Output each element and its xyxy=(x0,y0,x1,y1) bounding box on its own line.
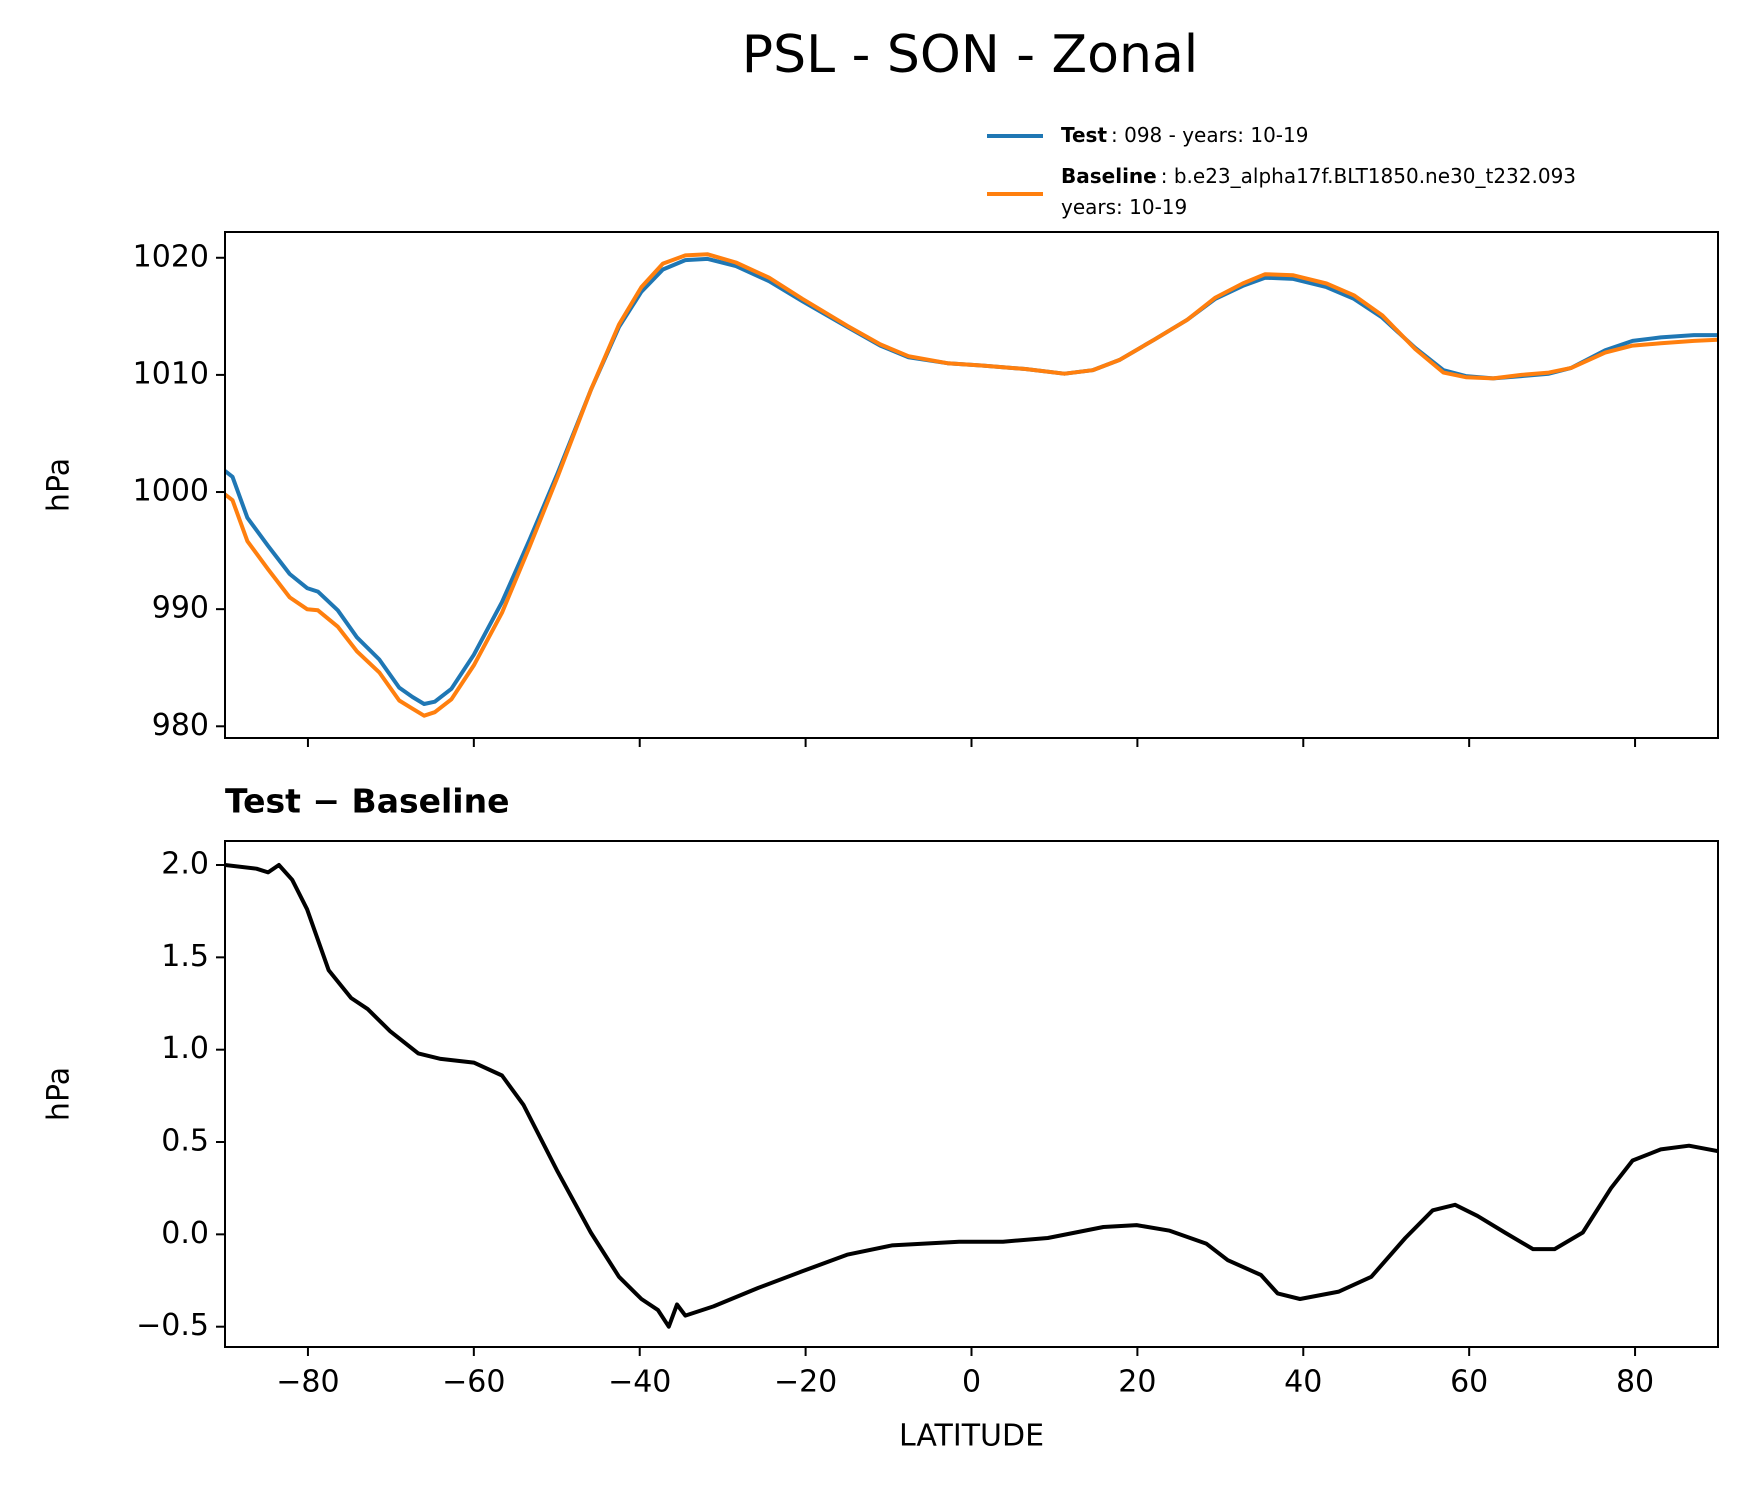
x-tick-label: −20 xyxy=(774,1365,837,1400)
x-tick-label: −60 xyxy=(442,1365,505,1400)
y-tick-label: 980 xyxy=(152,708,209,743)
x-tick-label: 80 xyxy=(1616,1365,1654,1400)
data-line xyxy=(225,863,1718,1329)
y-tick-label: 0.0 xyxy=(161,1216,209,1251)
y-tick-label: −0.5 xyxy=(136,1308,209,1343)
y-axis-label: hPa xyxy=(42,458,77,512)
y-tick-label: 1010 xyxy=(133,356,209,391)
legend-text: : b.e23_alpha17f.BLT1850.ne30_t232.093 xyxy=(1161,164,1576,188)
axes-frame xyxy=(224,840,1719,1348)
x-tick-label: −80 xyxy=(276,1365,339,1400)
legend-text: years: 10-19 xyxy=(1061,195,1187,219)
legend-label: Test: 098 - years: 10-19 xyxy=(1061,123,1308,147)
figure-title: PSL - SON - Zonal xyxy=(742,25,1199,85)
x-tick-label: 40 xyxy=(1284,1365,1322,1400)
axes-title: Test − Baseline xyxy=(225,782,510,821)
x-axis-label: LATITUDE xyxy=(899,1419,1044,1454)
data-line xyxy=(225,252,1718,718)
y-tick-label: 1000 xyxy=(133,474,209,509)
legend-text: : 098 - years: 10-19 xyxy=(1111,123,1308,147)
y-tick-label: 0.5 xyxy=(161,1124,209,1159)
y-tick-label: 1020 xyxy=(133,239,209,274)
x-tick-label: −40 xyxy=(608,1365,671,1400)
axes-frame xyxy=(224,231,1719,739)
x-tick-label: 20 xyxy=(1118,1365,1156,1400)
x-tick-label: 0 xyxy=(962,1365,981,1400)
y-tick-label: 1.5 xyxy=(161,939,209,974)
legend-label: Baseline: b.e23_alpha17f.BLT1850.ne30_t2… xyxy=(1061,164,1576,188)
x-tick-label: 60 xyxy=(1450,1365,1488,1400)
legend-name: Baseline xyxy=(1061,164,1157,188)
legend-label: years: 10-19 xyxy=(1061,195,1187,219)
y-tick-label: 2.0 xyxy=(161,847,209,882)
legend-name: Test xyxy=(1061,123,1107,147)
y-axis-label: hPa xyxy=(42,1067,77,1121)
y-tick-label: 990 xyxy=(152,591,209,626)
y-tick-label: 1.0 xyxy=(161,1031,209,1066)
